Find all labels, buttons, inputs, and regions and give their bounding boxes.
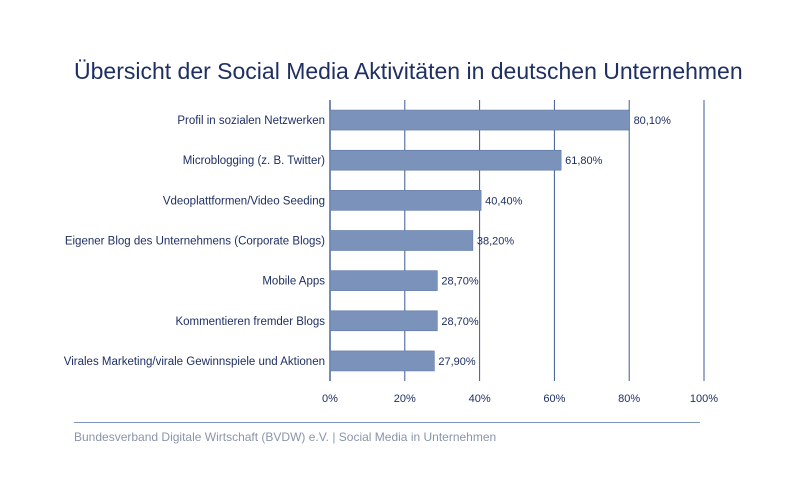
category-label: Mobile Apps — [262, 276, 325, 288]
footer-source: Bundesverband Digitale Wirtschaft (BVDW)… — [74, 430, 497, 444]
data-label: 28,70% — [441, 316, 479, 328]
data-label: 80,10% — [634, 115, 672, 127]
data-label: 38,20% — [477, 236, 515, 248]
category-label: Vdeoplattformen/Video Seeding — [163, 195, 325, 207]
x-tick-label: 0% — [322, 393, 338, 405]
bar — [329, 350, 435, 372]
bar — [329, 270, 438, 291]
x-tick-label: 20% — [394, 393, 416, 405]
data-label: 27,90% — [438, 356, 476, 368]
data-label: 28,70% — [441, 276, 479, 288]
x-tick-label: 100% — [690, 393, 718, 405]
bar — [329, 310, 438, 332]
bar — [329, 230, 474, 251]
x-tick-label: 40% — [469, 393, 491, 405]
category-label: Virales Marketing/virale Gewinnspiele un… — [64, 356, 325, 368]
chart-title: Übersicht der Social Media Aktivitäten i… — [74, 58, 743, 84]
x-tick-label: 80% — [618, 393, 640, 405]
category-label: Microblogging (z. B. Twitter) — [183, 155, 325, 167]
x-tick-label: 60% — [543, 393, 565, 405]
data-label: 61,80% — [565, 155, 603, 167]
bar — [329, 149, 562, 171]
data-label: 40,40% — [485, 195, 523, 207]
category-label: Profil in sozialen Netzwerken — [177, 115, 325, 127]
category-label: Kommentieren fremder Blogs — [175, 316, 325, 328]
bar — [329, 190, 482, 211]
bar — [329, 109, 630, 131]
footer-divider — [74, 422, 700, 423]
category-label: Eigener Blog des Unternehmens (Corporate… — [65, 236, 325, 248]
